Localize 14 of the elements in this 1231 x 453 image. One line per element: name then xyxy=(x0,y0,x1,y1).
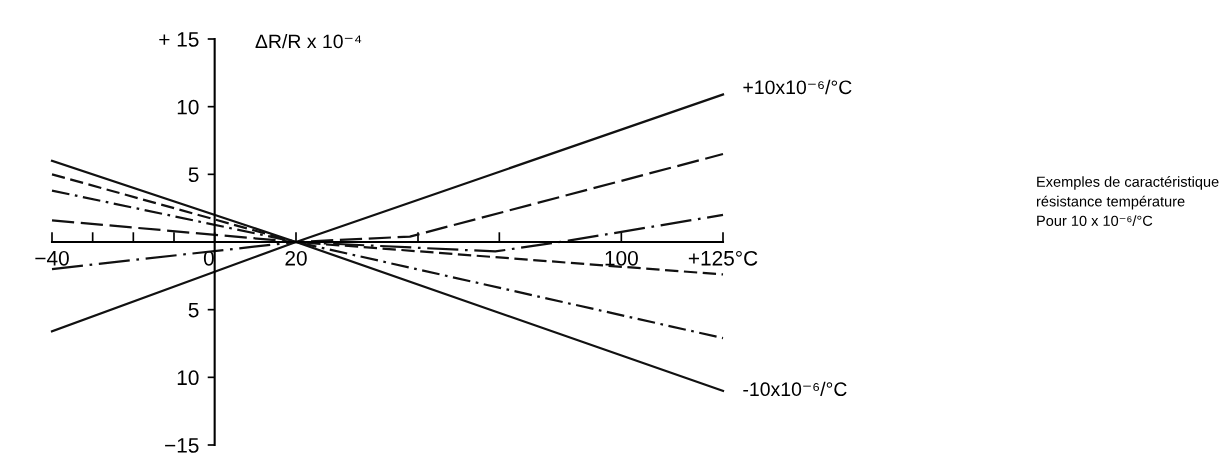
x-tick-label: 20 xyxy=(285,250,307,266)
x-tick-label: 100 xyxy=(605,250,638,266)
y-tick-label: 5 xyxy=(188,302,199,318)
y-tick-label: −15 xyxy=(165,438,199,453)
series-label: -10x10⁻⁶/°C xyxy=(743,381,847,397)
y-tick-label: 10 xyxy=(177,99,199,115)
y-tick-label: 5 xyxy=(188,167,199,183)
series-label: +10x10⁻⁶/°C xyxy=(743,79,852,95)
y-axis-title: ΔR/R x 10⁻⁴ xyxy=(255,34,362,49)
x-tick-label: −40 xyxy=(35,250,69,266)
x-tick-label: +125°C xyxy=(688,250,758,266)
y-tick-label: + 15 xyxy=(159,32,199,47)
text: Exemples de caractéristique résistance température Pour 10 x 10⁻⁶/°C xyxy=(1036,176,1219,226)
y-tick-label: 10 xyxy=(177,370,199,386)
